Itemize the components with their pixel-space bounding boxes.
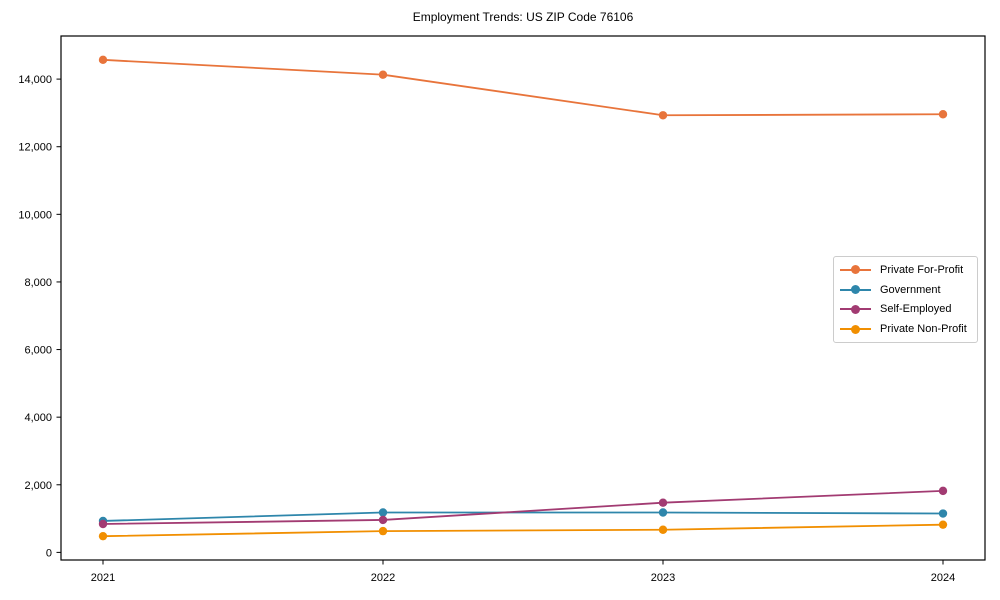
data-point-government — [938, 509, 948, 518]
legend-item-private-for-profit: Private For-Profit — [840, 260, 971, 280]
legend-label: Self-Employed — [880, 303, 952, 316]
legend: Private For-Profit Government Self-Employe… — [833, 256, 978, 343]
legend-item-private-non-profit: Private Non-Profit — [840, 319, 971, 339]
x-axis-tick-label: 2021 — [91, 572, 115, 584]
legend-label: Private Non-Profit — [880, 323, 967, 336]
y-axis-tick-label: 12,000 — [18, 142, 52, 154]
legend-item-government: Government — [840, 280, 971, 300]
legend-marker-government — [840, 285, 871, 295]
data-point-self-employed — [98, 519, 108, 529]
legend-dot-sample — [851, 265, 860, 275]
y-axis-tick-label: 2,000 — [24, 480, 52, 492]
data-point-private-for-profit — [658, 111, 668, 120]
data-point-government — [658, 508, 668, 517]
x-axis-tick-label: 2024 — [931, 572, 955, 584]
series-line-self-employed — [102, 489, 944, 525]
data-point-self-employed — [378, 515, 388, 525]
legend-dot-sample — [851, 285, 860, 295]
legend-label: Government — [880, 283, 941, 296]
data-point-government — [378, 508, 388, 517]
legend-marker-self-employed — [840, 304, 871, 314]
data-point-self-employed — [938, 486, 948, 496]
legend-dot-sample — [851, 324, 860, 334]
y-axis-tick-label: 6,000 — [24, 345, 52, 357]
series-line-government — [102, 511, 944, 522]
data-point-private-non-profit — [658, 525, 668, 534]
legend-marker-private-for-profit — [840, 265, 871, 275]
legend-label: Private For-Profit — [880, 263, 964, 276]
y-axis-tick-label: 8,000 — [24, 277, 52, 289]
legend-dot-sample — [851, 304, 860, 314]
series-line-private-for-profit — [102, 58, 944, 117]
legend-item-self-employed: Self-Employed — [840, 300, 971, 320]
data-point-private-non-profit — [938, 520, 948, 529]
chart-title: Employment Trends: US ZIP Code 76106 — [412, 10, 634, 24]
plot-border — [60, 35, 986, 561]
x-axis-tick-label: 2023 — [651, 572, 675, 584]
data-point-private-for-profit — [378, 70, 388, 79]
y-axis-tick-label: 4,000 — [24, 412, 52, 424]
data-point-private-for-profit — [938, 110, 948, 119]
data-point-private-non-profit — [98, 531, 108, 541]
y-axis-tick-label: 10,000 — [18, 209, 52, 221]
data-point-private-for-profit — [98, 55, 108, 65]
y-axis-tick-label: 0 — [46, 547, 52, 559]
x-axis-tick-label: 2022 — [371, 572, 395, 584]
data-point-self-employed — [658, 498, 668, 507]
y-axis-tick-label: 14,000 — [18, 74, 52, 86]
series-line-private-non-profit — [102, 523, 944, 538]
data-point-private-non-profit — [378, 526, 388, 536]
legend-marker-private-non-profit — [840, 324, 871, 334]
